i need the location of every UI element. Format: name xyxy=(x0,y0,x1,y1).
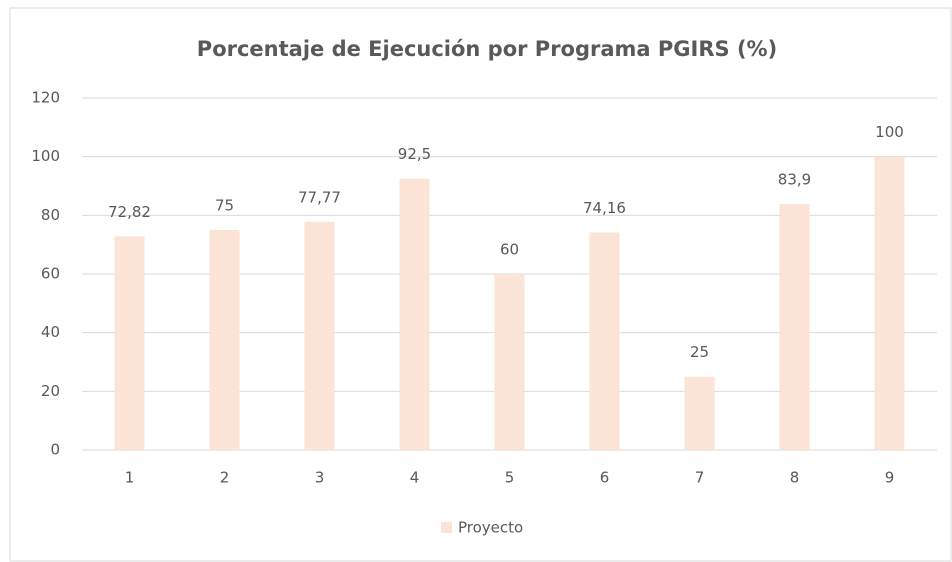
bar xyxy=(399,178,430,450)
legend-label: Proyecto xyxy=(458,519,523,537)
chart-title: Porcentaje de Ejecución por Programa PGI… xyxy=(197,37,777,61)
data-label: 60 xyxy=(500,241,519,259)
x-tick-label: 3 xyxy=(315,469,325,487)
bar xyxy=(779,203,810,450)
x-tick-label: 5 xyxy=(505,469,515,487)
y-tick-label: 120 xyxy=(31,89,60,107)
bar xyxy=(589,232,620,450)
x-tick-label: 9 xyxy=(885,469,895,487)
x-tick-label: 4 xyxy=(410,469,420,487)
data-label: 92,5 xyxy=(398,145,431,163)
x-tick-label: 7 xyxy=(695,469,705,487)
data-label: 100 xyxy=(875,123,904,141)
bar xyxy=(304,221,335,450)
y-tick-label: 0 xyxy=(50,441,60,459)
y-tick-label: 20 xyxy=(41,382,60,400)
data-label: 75 xyxy=(215,197,234,215)
data-label: 25 xyxy=(690,343,709,361)
y-tick-label: 80 xyxy=(41,206,60,224)
x-tick-label: 8 xyxy=(790,469,800,487)
legend-swatch xyxy=(441,522,452,533)
y-tick-label: 100 xyxy=(31,147,60,165)
x-tick-label: 2 xyxy=(220,469,230,487)
data-label: 72,82 xyxy=(108,203,151,221)
bar xyxy=(209,230,240,450)
bar xyxy=(684,376,715,450)
x-tick-label: 6 xyxy=(600,469,610,487)
bar xyxy=(494,274,525,450)
data-label: 77,77 xyxy=(298,188,341,206)
bar xyxy=(114,236,145,450)
bar xyxy=(874,156,905,450)
y-tick-label: 40 xyxy=(41,323,60,341)
data-label: 83,9 xyxy=(778,170,811,188)
chart-frame xyxy=(9,7,952,562)
data-label: 74,16 xyxy=(583,199,626,217)
x-tick-label: 1 xyxy=(125,469,135,487)
y-tick-label: 60 xyxy=(41,265,60,283)
